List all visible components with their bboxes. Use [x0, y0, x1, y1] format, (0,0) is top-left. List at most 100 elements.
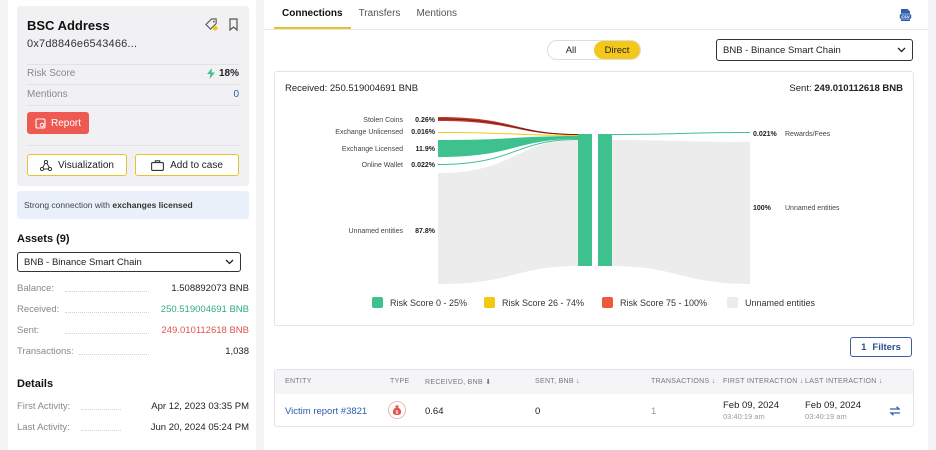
divider	[27, 105, 239, 106]
label-unnamed-left: Unnamed entities	[349, 228, 404, 235]
tab-mentions[interactable]: Mentions	[416, 8, 458, 19]
sankey-chart-card: Received: 250.519004691 BNB Sent: 249.01…	[274, 71, 914, 326]
assets-title: Assets (9)	[17, 233, 70, 245]
label-rewards-fees: Rewards/Fees	[785, 131, 831, 138]
report-button[interactable]: Report	[27, 112, 89, 134]
address-value[interactable]: 0x7d8846e6543466...	[27, 38, 138, 50]
chevron-down-icon	[225, 259, 234, 265]
received-cell: 0.64	[425, 406, 444, 417]
flow-exchange-licensed[interactable]	[438, 136, 578, 157]
bookmark-icon[interactable]	[228, 18, 239, 31]
svg-text:CSV: CSV	[901, 14, 910, 19]
export-csv-icon[interactable]: CSV	[899, 8, 912, 22]
chart-sent-value: 249.010112618 BNB	[814, 83, 903, 94]
visualization-label: Visualization	[58, 159, 114, 171]
flow-unnamed-left[interactable]	[438, 140, 578, 284]
lightning-icon	[206, 68, 215, 79]
connections-table: ENTITY TYPE RECEIVED, BNB ⬇ SENT, BNB ↓ …	[274, 369, 914, 427]
first-interaction-time: 03:40:19 am	[723, 412, 765, 421]
tab-transfers[interactable]: Transfers	[358, 8, 401, 19]
sent-value: 249.010112618 BNB	[161, 325, 249, 336]
chart-sent-label: Sent:	[789, 83, 812, 94]
entity-link[interactable]: Victim report #3821	[285, 406, 368, 417]
chart-received-label: Received:	[285, 83, 328, 94]
pct-exchange-unlicensed: 0.016%	[411, 129, 436, 136]
swap-arrows-icon[interactable]	[889, 406, 901, 416]
report-icon	[35, 117, 46, 129]
col-transactions[interactable]: TRANSACTIONS ↓	[651, 378, 716, 385]
tab-connections[interactable]: Connections	[274, 0, 351, 29]
flow-unnamed-right[interactable]	[612, 140, 750, 284]
transactions-value: 1,038	[225, 346, 249, 357]
pct-stolen-coins: 0.26%	[415, 117, 436, 124]
add-to-case-button[interactable]: Add to case	[135, 154, 239, 176]
label-online-wallet: Online Wallet	[362, 162, 403, 169]
risk-score-value: 18%	[218, 68, 239, 79]
chart-received: Received: 250.519004691 BNB	[285, 83, 418, 94]
mentions-value[interactable]: 0	[233, 89, 239, 100]
filters-button[interactable]: 1 Filters	[850, 337, 912, 357]
label-exchange-licensed: Exchange Licensed	[342, 146, 403, 153]
asset-balance-row: Balance: 1.508892073 BNB	[17, 283, 249, 297]
briefcase-icon	[151, 159, 165, 171]
col-sent[interactable]: SENT, BNB ↓	[535, 378, 580, 385]
toggle-all[interactable]: All	[565, 44, 577, 56]
chain-select[interactable]: BNB - Binance Smart Chain	[716, 39, 913, 61]
pct-unnamed-left: 87.8%	[415, 228, 436, 235]
address-card: BSC Address 0x7d8846e6543466... Risk Sco…	[17, 6, 249, 186]
label-unnamed-right: Unnamed entities	[785, 205, 840, 212]
all-direct-toggle: All Direct	[547, 40, 641, 60]
table-header: ENTITY TYPE RECEIVED, BNB ⬇ SENT, BNB ↓ …	[275, 370, 913, 394]
divider	[27, 64, 239, 65]
col-entity[interactable]: ENTITY	[285, 378, 312, 385]
col-received[interactable]: RECEIVED, BNB ⬇	[425, 379, 492, 386]
filters-label: Filters	[872, 341, 901, 353]
legend-mid: Risk Score 26 - 74%	[502, 298, 584, 308]
note-text: Strong connection with	[24, 200, 113, 210]
last-interaction-date: Feb 09, 2024	[805, 400, 861, 411]
col-type[interactable]: TYPE	[390, 378, 410, 385]
flow-rewards-fees[interactable]	[612, 132, 750, 135]
chevron-down-icon	[897, 47, 906, 53]
divider	[27, 145, 239, 146]
col-last-interaction[interactable]: LAST INTERACTION ↓	[805, 378, 883, 385]
sankey-diagram: Stolen Coins 0.26% Exchange Unlicensed 0…	[335, 117, 840, 308]
first-interaction-date: Feb 09, 2024	[723, 400, 779, 411]
col-first-interaction[interactable]: FIRST INTERACTION ↓	[723, 378, 804, 385]
legend-high: Risk Score 75 - 100%	[620, 298, 707, 308]
asset-received-row: Received: 250.519004691 BNB	[17, 304, 249, 318]
toggle-direct[interactable]: Direct	[594, 41, 640, 59]
label-exchange-unlicensed: Exchange Unlicensed	[335, 129, 403, 136]
connections-panel: Connections Transfers Mentions CSV All D…	[264, 0, 928, 450]
stolen-coins-edge	[437, 118, 579, 135]
first-activity-row: First Activity: Apr 12, 2023 03:35 PM	[17, 401, 249, 415]
asset-sent-row: Sent: 249.010112618 BNB	[17, 325, 249, 339]
pct-exchange-licensed: 11.9%	[416, 146, 436, 153]
add-to-case-label: Add to case	[170, 159, 223, 171]
flow-exchange-unlicensed[interactable]	[438, 132, 578, 136]
received-label: Received:	[17, 304, 60, 315]
first-activity-label: First Activity:	[17, 401, 71, 412]
tabs-divider	[264, 29, 928, 30]
transactions-cell: 1	[651, 406, 657, 417]
asset-transactions-row: Transactions: 1,038	[17, 346, 249, 360]
graph-network-icon	[40, 159, 53, 171]
details-title: Details	[17, 378, 54, 390]
pct-online-wallet: 0.022%	[411, 162, 436, 169]
sent-label: Sent:	[17, 325, 40, 336]
last-activity-value: Jun 20, 2024 05:24 PM	[150, 422, 249, 433]
sent-cell: 0	[535, 406, 541, 417]
asset-chain-select[interactable]: BNB - Binance Smart Chain	[17, 252, 241, 272]
node-outgoing[interactable]	[598, 134, 612, 266]
last-interaction-time: 03:40:19 am	[805, 412, 847, 421]
risk-score-label: Risk Score	[27, 68, 76, 79]
last-activity-label: Last Activity:	[17, 422, 70, 433]
label-stolen-coins: Stolen Coins	[363, 117, 403, 124]
tag-add-icon[interactable]	[205, 18, 218, 31]
node-incoming[interactable]	[578, 134, 592, 266]
visualization-button[interactable]: Visualization	[27, 154, 127, 176]
report-label: Report	[50, 117, 81, 129]
received-value: 250.519004691 BNB	[160, 304, 249, 315]
mentions-label: Mentions	[27, 89, 68, 100]
pct-rewards-fees: 0.021%	[753, 131, 778, 138]
